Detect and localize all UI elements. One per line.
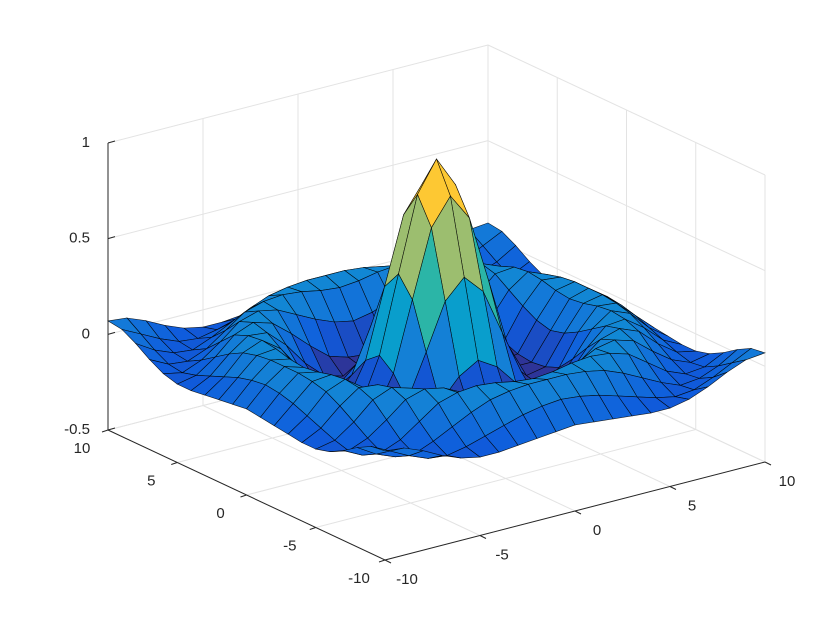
tick-mark [107,140,116,144]
y-tick-label: 0 [216,505,224,522]
y-tick-label: 5 [147,472,155,489]
z-tick-label: -0.5 [64,421,90,438]
z-tick-label: 0 [82,325,90,342]
grid-line [487,235,766,367]
x-tick-label: 10 [779,473,796,490]
tick-mark [101,429,109,433]
tick-mark [764,461,772,466]
tick-mark [669,486,677,490]
tick-mark [574,510,582,515]
surface-face [371,446,405,452]
z-tick-label: 0.5 [69,230,90,247]
y-tick-label: -10 [348,570,370,587]
tick-mark [171,462,178,465]
tick-mark [309,527,316,530]
y-tick-label: -5 [283,537,296,554]
x-tick-label: 5 [688,497,696,514]
grid-line [315,429,696,528]
z-tick-label: 1 [82,134,90,151]
tick-mark [107,236,116,240]
tick-mark [384,559,392,564]
x-tick-label: -5 [495,546,508,563]
grid-line [107,44,489,144]
tick-mark [378,559,386,563]
y-tick-label: 10 [74,440,91,457]
tick-mark [240,494,247,498]
grid-line [487,44,766,176]
grid-line [487,140,766,272]
x-tick-label: 0 [593,522,601,539]
grid-line [107,140,489,240]
tick-mark [479,535,487,539]
x-tick-label: -10 [396,571,418,588]
tick-mark [107,427,116,431]
tick-mark [107,331,116,335]
